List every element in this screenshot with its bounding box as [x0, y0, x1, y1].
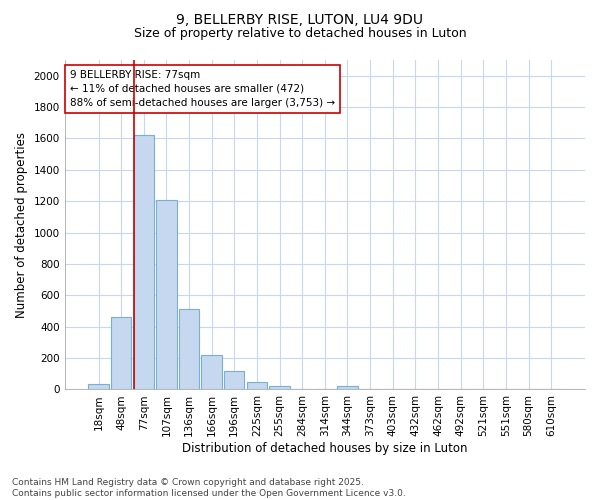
- Bar: [247, 382, 267, 390]
- Bar: [88, 384, 109, 390]
- Bar: [269, 386, 290, 390]
- Text: 9 BELLERBY RISE: 77sqm
← 11% of detached houses are smaller (472)
88% of semi-de: 9 BELLERBY RISE: 77sqm ← 11% of detached…: [70, 70, 335, 108]
- Bar: [134, 134, 154, 390]
- Y-axis label: Number of detached properties: Number of detached properties: [15, 132, 28, 318]
- Bar: [111, 318, 131, 390]
- Bar: [179, 310, 199, 390]
- Bar: [224, 372, 244, 390]
- Bar: [202, 355, 222, 390]
- Text: 9, BELLERBY RISE, LUTON, LU4 9DU: 9, BELLERBY RISE, LUTON, LU4 9DU: [176, 12, 424, 26]
- X-axis label: Distribution of detached houses by size in Luton: Distribution of detached houses by size …: [182, 442, 467, 455]
- Bar: [337, 386, 358, 390]
- Text: Size of property relative to detached houses in Luton: Size of property relative to detached ho…: [134, 28, 466, 40]
- Bar: [156, 200, 176, 390]
- Text: Contains HM Land Registry data © Crown copyright and database right 2025.
Contai: Contains HM Land Registry data © Crown c…: [12, 478, 406, 498]
